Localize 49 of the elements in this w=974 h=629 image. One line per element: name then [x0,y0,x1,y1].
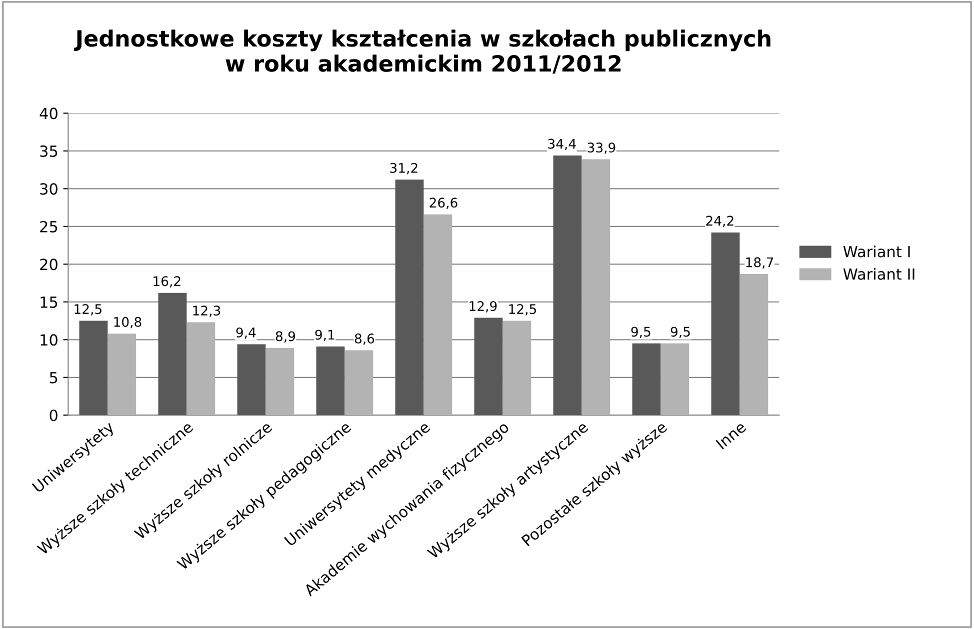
data-label: 26,6 [430,198,458,209]
y-tick-label: 25 [40,220,58,232]
data-label: 9,4 [236,327,256,339]
chart-title: Jednostkowe koszty kształcenia w szkołach publicznych w roku akademickim 2011/2012 [74,30,770,74]
y-tick-label: 35 [40,145,58,157]
y-tick-label: 30 [40,183,58,195]
bar [660,343,690,416]
data-label: 16,2 [154,276,180,288]
bar [79,320,108,416]
bar [344,350,374,416]
y-tick-label: 15 [40,296,58,308]
bar [474,318,503,416]
y-tick-label: 20 [40,258,58,270]
data-label: 9,5 [670,326,690,338]
bar [266,348,294,416]
bar [395,180,424,416]
bar [158,292,187,416]
x-tick-label: Inne [716,420,747,450]
data-label: 8,9 [276,331,296,343]
data-label: 9,1 [315,330,334,342]
y-tick-label: 5 [50,372,58,384]
bar [237,344,266,416]
data-label: 31,2 [390,162,418,174]
data-label: 12,5 [509,304,536,316]
bar [502,320,532,416]
data-label: 12,9 [470,301,497,312]
data-label: 12,5 [74,304,102,316]
bar [740,274,768,416]
data-label: 33,9 [588,142,616,154]
legend-label: Wariant II [843,268,914,280]
legend-label: Wariant I [843,246,910,258]
y-tick-label: 10 [40,334,58,346]
data-label: 8,6 [354,334,374,345]
data-label: 24,2 [706,216,734,228]
bar [108,334,136,416]
bar [711,232,740,416]
bar [186,322,216,416]
data-label: 10,8 [114,316,142,328]
data-label: 9,5 [631,326,650,338]
bar [316,346,345,416]
bar [632,343,661,416]
data-label: 18,7 [746,257,774,269]
bar [424,214,452,416]
data-label: 12,3 [193,306,220,317]
data-label: 34,4 [548,138,576,150]
y-tick-label: 40 [40,108,58,120]
bar [553,155,582,416]
bar [582,159,610,416]
y-tick-label: 0 [50,410,58,422]
